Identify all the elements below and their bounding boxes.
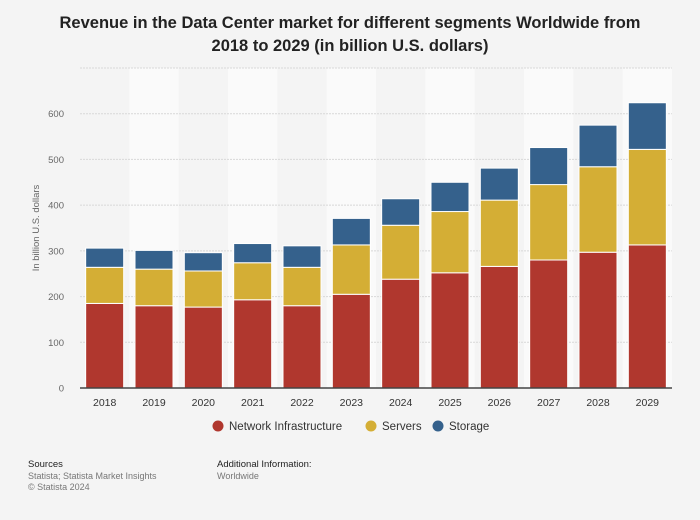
- bar-servers-2028: [578, 166, 618, 253]
- y-tick-label: 200: [48, 292, 64, 303]
- bar-servers-2026: [479, 199, 519, 267]
- sources-label: Sources: [28, 459, 63, 470]
- bar-servers-2023: [331, 244, 371, 295]
- y-tick-label: 500: [48, 155, 64, 166]
- bar-network-infrastructure-2027: [529, 259, 569, 389]
- copyright: © Statista 2024: [28, 482, 90, 492]
- legend-marker: [365, 420, 377, 432]
- x-tick-label: 2024: [389, 397, 413, 409]
- bar-storage-2020: [183, 252, 223, 272]
- x-tick-label: 2027: [537, 397, 561, 409]
- bar-storage-2022: [282, 245, 322, 268]
- x-tick-label: 2025: [438, 397, 462, 409]
- bar-network-infrastructure-2028: [578, 251, 618, 389]
- sources-line[interactable]: Statista; Statista Market Insights: [28, 471, 157, 481]
- bar-servers-2024: [381, 224, 421, 280]
- x-tick-label: 2023: [340, 397, 364, 409]
- x-tick-label: 2018: [93, 397, 117, 409]
- x-tick-label: 2029: [636, 397, 660, 409]
- x-tick-label: 2022: [290, 397, 314, 409]
- bar-storage-2025: [430, 181, 470, 213]
- sources-block: Sources Statista; Statista Market Insigh…: [28, 459, 157, 493]
- bar-network-infrastructure-2021: [233, 299, 273, 389]
- x-tick-label: 2021: [241, 397, 265, 409]
- legend-item[interactable]: Servers: [382, 421, 422, 433]
- bar-storage-2024: [381, 198, 421, 226]
- additional-info-text: Worldwide: [217, 471, 259, 481]
- bar-servers-2022: [282, 266, 322, 307]
- legend-item[interactable]: Storage: [449, 421, 489, 433]
- bar-network-infrastructure-2029: [627, 244, 667, 389]
- y-axis-label: In billion U.S. dollars: [31, 184, 42, 271]
- bar-network-infrastructure-2022: [282, 305, 322, 389]
- bar-network-infrastructure-2025: [430, 272, 470, 389]
- bar-network-infrastructure-2024: [381, 278, 421, 389]
- y-tick-label: 600: [48, 109, 64, 120]
- bar-storage-2021: [233, 243, 273, 264]
- bar-storage-2029: [627, 102, 667, 150]
- x-tick-label: 2026: [488, 397, 512, 409]
- x-tick-label: 2028: [586, 397, 610, 409]
- bar-storage-2028: [578, 124, 618, 168]
- bar-network-infrastructure-2018: [85, 302, 125, 389]
- bar-servers-2025: [430, 211, 470, 274]
- bar-storage-2019: [134, 249, 174, 270]
- bar-servers-2021: [233, 262, 273, 301]
- bar-storage-2026: [479, 167, 519, 201]
- y-tick-label: 300: [48, 246, 64, 257]
- bar-servers-2019: [134, 268, 174, 307]
- bar-servers-2029: [627, 148, 667, 246]
- bar-storage-2023: [331, 217, 371, 246]
- legend-marker: [212, 420, 224, 432]
- bar-network-infrastructure-2026: [479, 265, 519, 389]
- bar-network-infrastructure-2023: [331, 293, 371, 389]
- additional-info-block: Additional Information: Worldwide: [217, 459, 312, 482]
- y-tick-label: 0: [59, 384, 64, 395]
- bar-network-infrastructure-2020: [183, 306, 223, 389]
- bar-storage-2027: [529, 147, 569, 186]
- chart-title: Revenue in the Data Center market for di…: [59, 14, 641, 55]
- x-tick-label: 2020: [192, 397, 216, 409]
- additional-info-label: Additional Information:: [217, 459, 312, 470]
- bar-storage-2018: [85, 247, 125, 268]
- bar-servers-2020: [183, 270, 223, 308]
- x-tick-label: 2019: [142, 397, 166, 409]
- y-tick-label: 100: [48, 338, 64, 349]
- legend-marker: [432, 420, 444, 432]
- bar-servers-2018: [85, 266, 125, 304]
- bar-servers-2027: [529, 184, 569, 261]
- bar-network-infrastructure-2019: [134, 305, 174, 389]
- legend-item[interactable]: Network Infrastructure: [229, 421, 342, 433]
- y-tick-label: 400: [48, 201, 64, 212]
